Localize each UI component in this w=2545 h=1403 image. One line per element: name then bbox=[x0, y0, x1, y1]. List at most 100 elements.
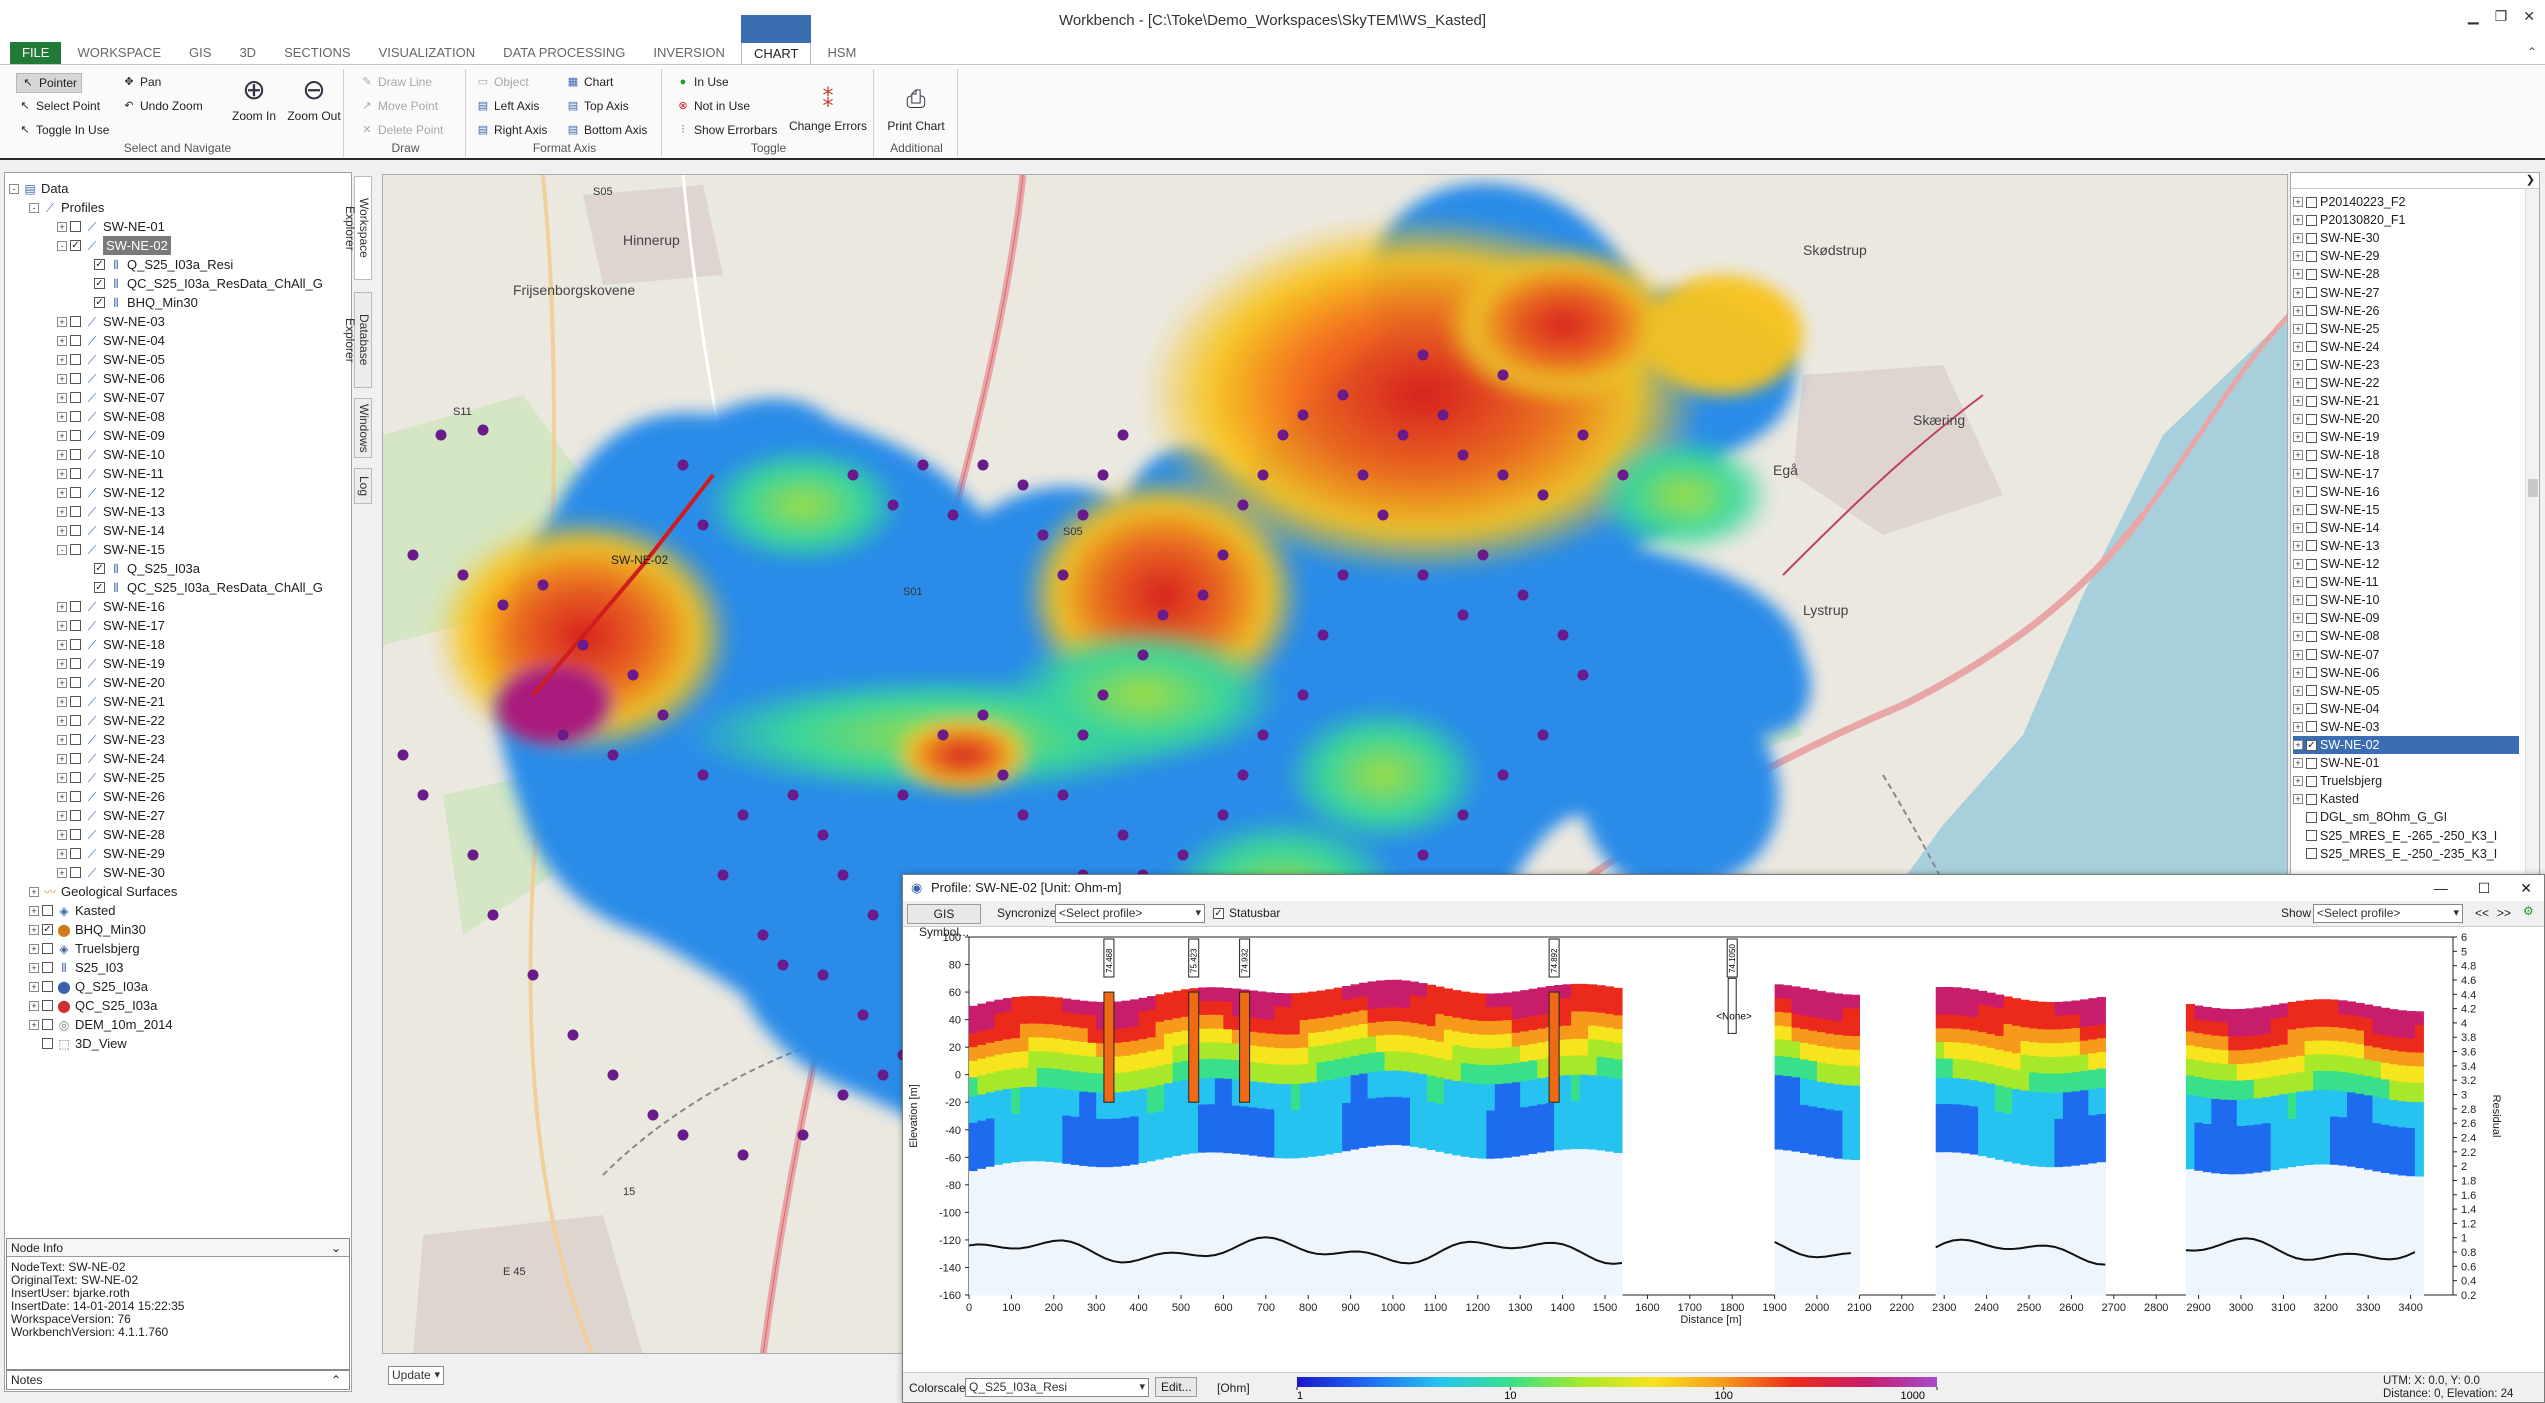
profile-list-item[interactable]: + SW-NE-07 bbox=[2293, 646, 2380, 664]
visibility-checkbox[interactable] bbox=[2306, 431, 2317, 443]
gis-symbol-button[interactable]: GIS Symbol... bbox=[907, 904, 981, 939]
visibility-checkbox[interactable] bbox=[70, 525, 81, 536]
visibility-checkbox[interactable] bbox=[42, 943, 53, 954]
profile-list-item[interactable]: + SW-NE-12 bbox=[2293, 555, 2380, 573]
expand-icon[interactable]: ⌃ bbox=[330, 1373, 341, 1387]
scroll-right-icon[interactable]: ❯ bbox=[2525, 174, 2535, 186]
tab-chart[interactable]: CHART bbox=[740, 15, 812, 64]
tree-item-profile[interactable]: + ⟋ SW-NE-19 bbox=[57, 654, 165, 673]
borehole-marker[interactable] bbox=[1177, 849, 1189, 861]
visibility-checkbox[interactable] bbox=[70, 373, 81, 384]
expand-icon[interactable]: + bbox=[57, 639, 67, 650]
draw-line-button[interactable]: ✎ Draw Line bbox=[360, 75, 432, 89]
profile-list-item[interactable]: + SW-NE-29 bbox=[2293, 247, 2380, 265]
borehole-marker[interactable] bbox=[1337, 389, 1349, 401]
borehole-marker[interactable] bbox=[627, 669, 639, 681]
expand-icon[interactable]: + bbox=[2293, 577, 2303, 588]
tree-item-profile[interactable]: + ⟋ SW-NE-17 bbox=[57, 616, 165, 635]
tree-item-profile[interactable]: - ⟋ SW-NE-15 bbox=[57, 540, 165, 559]
visibility-checkbox[interactable] bbox=[42, 962, 53, 973]
visibility-checkbox[interactable] bbox=[2306, 685, 2317, 697]
borehole-marker[interactable] bbox=[677, 1129, 689, 1141]
visibility-checkbox[interactable]: ✓ bbox=[70, 240, 81, 251]
profile-list-item[interactable]: + SW-NE-14 bbox=[2293, 519, 2380, 537]
expand-icon[interactable]: + bbox=[2293, 323, 2303, 334]
tab-inversion[interactable]: INVERSION bbox=[653, 45, 725, 60]
tree-item-dataset[interactable]: ✓ ⫴ BHQ_Min30 bbox=[81, 293, 198, 312]
visibility-checkbox[interactable] bbox=[2306, 757, 2317, 769]
expand-icon[interactable]: + bbox=[29, 981, 39, 992]
borehole-marker[interactable] bbox=[1037, 529, 1049, 541]
collapse-icon[interactable]: - bbox=[29, 202, 39, 213]
borehole-marker[interactable] bbox=[1097, 689, 1109, 701]
profile-list-item[interactable]: + SW-NE-24 bbox=[2293, 338, 2380, 356]
visibility-checkbox[interactable] bbox=[2306, 395, 2317, 407]
profile-list-item[interactable]: + SW-NE-30 bbox=[2293, 229, 2380, 247]
borehole-marker[interactable] bbox=[917, 459, 929, 471]
borehole-marker[interactable] bbox=[1117, 429, 1129, 441]
profile-list-item[interactable]: + SW-NE-19 bbox=[2293, 428, 2380, 446]
tab-sections[interactable]: SECTIONS bbox=[284, 45, 351, 60]
borehole-marker[interactable] bbox=[1237, 499, 1249, 511]
collapse-icon[interactable]: ⌄ bbox=[330, 1241, 341, 1255]
borehole-marker[interactable] bbox=[1077, 509, 1089, 521]
visibility-checkbox[interactable] bbox=[70, 411, 81, 422]
borehole-marker[interactable] bbox=[997, 769, 1009, 781]
tab-gis[interactable]: GIS bbox=[189, 45, 212, 60]
tree-item-profile[interactable]: + ⟋ SW-NE-11 bbox=[57, 464, 164, 483]
previous-profile-button[interactable]: << bbox=[2475, 906, 2490, 920]
borehole-marker[interactable] bbox=[417, 789, 429, 801]
profile-list-item[interactable]: S25_MRES_E_-265_-250_K3_I bbox=[2293, 827, 2497, 845]
borehole-marker[interactable] bbox=[1017, 479, 1029, 491]
expand-icon[interactable]: + bbox=[57, 430, 67, 441]
expand-icon[interactable]: + bbox=[57, 772, 67, 783]
delete-point-button[interactable]: ✕ Delete Point bbox=[360, 123, 443, 137]
visibility-checkbox[interactable] bbox=[2306, 576, 2317, 588]
profile-list-item[interactable]: + ✓ SW-NE-02 bbox=[2293, 736, 2519, 754]
borehole-marker[interactable] bbox=[867, 909, 879, 921]
expand-icon[interactable]: + bbox=[2293, 432, 2303, 443]
visibility-checkbox[interactable] bbox=[70, 506, 81, 517]
expand-icon[interactable]: + bbox=[57, 525, 67, 536]
profile-list-item[interactable]: + SW-NE-22 bbox=[2293, 374, 2380, 392]
borehole-label-box[interactable] bbox=[1548, 938, 1560, 978]
expand-icon[interactable]: + bbox=[57, 677, 67, 688]
visibility-checkbox[interactable] bbox=[70, 354, 81, 365]
borehole-marker[interactable] bbox=[1377, 509, 1389, 521]
visibility-checkbox[interactable] bbox=[2306, 359, 2317, 371]
profile-list-item[interactable]: + Kasted bbox=[2293, 790, 2359, 808]
borehole-column[interactable] bbox=[1239, 991, 1251, 1103]
expand-icon[interactable]: + bbox=[57, 734, 67, 745]
tree-item-profile[interactable]: + ⟋ SW-NE-23 bbox=[57, 730, 165, 749]
borehole-marker[interactable] bbox=[1497, 769, 1509, 781]
expand-icon[interactable]: + bbox=[2293, 758, 2303, 769]
select-point-button[interactable]: ↖ Select Point bbox=[18, 99, 100, 113]
tab-database-explorer[interactable]: Database Explorer bbox=[343, 292, 372, 388]
tree-item-dataset[interactable]: ✓ ⫴ Q_S25_I03a bbox=[81, 559, 200, 578]
visibility-checkbox[interactable] bbox=[70, 487, 81, 498]
expand-icon[interactable]: + bbox=[2293, 685, 2303, 696]
visibility-checkbox[interactable] bbox=[42, 905, 53, 916]
expand-icon[interactable]: + bbox=[29, 1019, 39, 1030]
tree-item-dataset[interactable]: ✓ ⫴ QC_S25_I03a_ResData_ChAll_G bbox=[81, 274, 323, 293]
tree-item-layer[interactable]: + ⬤ Q_S25_I03a bbox=[29, 977, 148, 996]
borehole-marker[interactable] bbox=[1457, 809, 1469, 821]
object-button[interactable]: ▭ Object bbox=[476, 75, 529, 89]
expand-icon[interactable]: + bbox=[2293, 378, 2303, 388]
tree-item-profile[interactable]: + ⟋ SW-NE-14 bbox=[57, 521, 165, 540]
tree-item-dataset[interactable]: ✓ ⫴ QC_S25_I03a_ResData_ChAll_G bbox=[81, 578, 323, 597]
borehole-marker[interactable] bbox=[477, 424, 489, 436]
borehole-marker[interactable] bbox=[1257, 469, 1269, 481]
visibility-checkbox[interactable] bbox=[70, 430, 81, 441]
borehole-marker[interactable] bbox=[1057, 569, 1069, 581]
borehole-marker[interactable] bbox=[607, 1069, 619, 1081]
expand-icon[interactable]: + bbox=[57, 696, 67, 707]
borehole-marker[interactable] bbox=[467, 849, 479, 861]
visibility-checkbox[interactable] bbox=[2306, 504, 2317, 516]
borehole-marker[interactable] bbox=[1537, 729, 1549, 741]
borehole-marker[interactable] bbox=[717, 869, 729, 881]
visibility-checkbox[interactable] bbox=[2306, 649, 2317, 660]
profile-list-item[interactable]: + SW-NE-23 bbox=[2293, 356, 2380, 374]
collapse-icon[interactable]: - bbox=[9, 183, 19, 194]
